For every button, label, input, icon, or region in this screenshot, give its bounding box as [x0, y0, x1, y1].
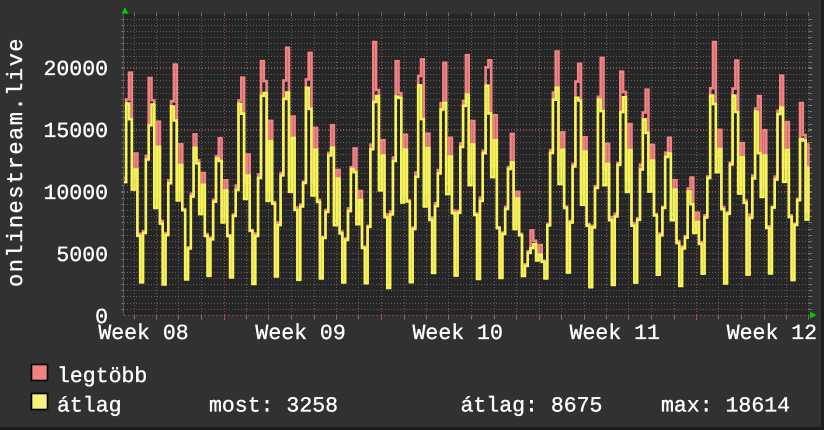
svg-text:Week 12: Week 12 [727, 322, 817, 346]
svg-text:20000: 20000 [43, 58, 108, 82]
svg-text:átlag: 8675: átlag: 8675 [461, 395, 603, 419]
svg-text:Week 09: Week 09 [255, 322, 345, 346]
svg-text:átlag: átlag [57, 395, 122, 419]
svg-text:Week 11: Week 11 [570, 322, 660, 346]
svg-text:Week 08: Week 08 [98, 322, 188, 346]
svg-text:most: 3258: most: 3258 [209, 395, 338, 419]
svg-text:legtöbb: legtöbb [57, 365, 147, 389]
svg-text:15000: 15000 [43, 120, 108, 144]
svg-text:0: 0 [95, 306, 108, 330]
svg-text:Week 10: Week 10 [413, 322, 503, 346]
svg-text:max: 18614: max: 18614 [661, 395, 790, 419]
svg-text:onlinestream.live: onlinestream.live [4, 37, 29, 287]
svg-text:5000: 5000 [56, 244, 108, 268]
svg-text:10000: 10000 [43, 182, 108, 206]
